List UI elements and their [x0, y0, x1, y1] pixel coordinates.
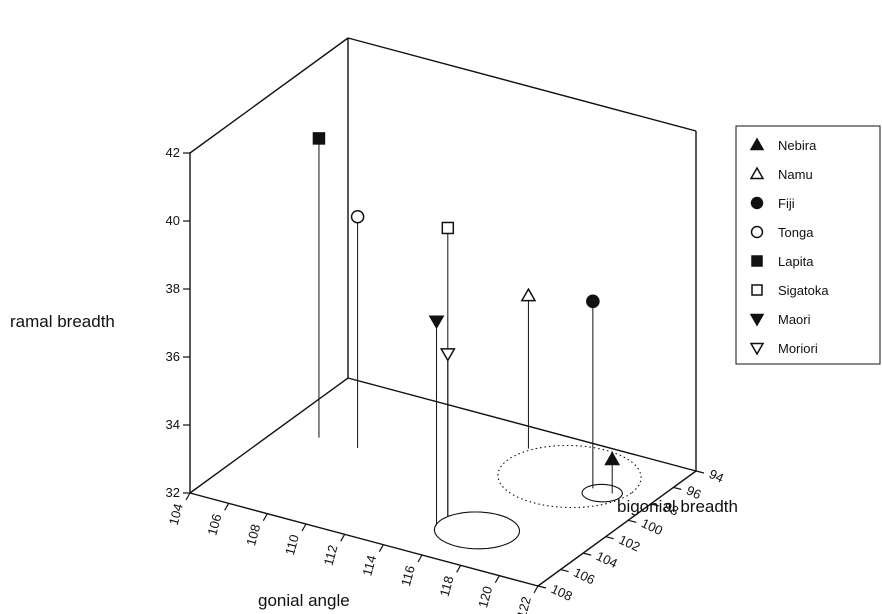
x-tick-mark [224, 503, 230, 511]
x-tick-label: 104 [166, 502, 186, 527]
point-namu [520, 287, 537, 302]
legend-marker-lapita [751, 255, 763, 267]
legend-label-lapita: Lapita [778, 254, 814, 269]
z-tick-label: 34 [166, 417, 180, 432]
x-tick-label: 114 [359, 554, 379, 578]
x-tick-label: 120 [475, 585, 495, 610]
legend-label-namu: Namu [778, 167, 813, 182]
x-tick-label: 110 [282, 533, 302, 557]
x-tick-label: 118 [437, 574, 457, 598]
floor-back-edge [347, 377, 697, 472]
legend-frame [735, 125, 881, 365]
x-tick-mark [417, 554, 423, 563]
x-tick-mark [494, 575, 500, 583]
x-tick-mark [185, 492, 191, 501]
y-axis-line [537, 470, 697, 587]
y-tick-label: 94 [707, 466, 726, 486]
legend-marker-moriori [749, 342, 765, 356]
x-tick-mark [340, 534, 346, 542]
floor-ellipse-solid [433, 511, 521, 550]
legend-marker-nebira [749, 137, 765, 151]
x-tick-label: 106 [204, 512, 224, 537]
y-tick-label: 98 [662, 499, 681, 519]
point-moriori [439, 348, 456, 362]
y-tick-label: 102 [616, 532, 642, 555]
legend-label-nebira: Nebira [778, 138, 817, 153]
y-tick-mark [628, 519, 637, 523]
y-tick-label: 104 [594, 548, 620, 571]
x-tick-label: 116 [398, 564, 418, 588]
x-tick-mark [378, 544, 384, 552]
point-sigatoka [441, 221, 455, 235]
x-axis-title: gonial angle [258, 591, 350, 610]
legend-label-sigatoka: Sigatoka [778, 283, 829, 298]
y-tick-mark [605, 536, 614, 540]
x-tick-label: 112 [321, 543, 341, 567]
y-tick-label: 108 [549, 581, 575, 604]
legend-label-tonga: Tonga [778, 225, 814, 240]
y-tick-mark [582, 552, 592, 556]
legend-label-moriori: Moriori [778, 341, 818, 356]
y-tick-mark [537, 585, 547, 589]
x-tick-mark [456, 565, 462, 573]
x-tick-label: 108 [243, 523, 263, 548]
point-lapita [312, 132, 326, 145]
legend: Nebira Namu Fiji Tonga Lapita Sigatoka Maori Mo… [735, 125, 881, 365]
drop-lines [318, 138, 613, 526]
y-tick-mark [560, 568, 569, 573]
legend-marker-sigatoka [751, 284, 763, 296]
y-tick-label: 106 [571, 565, 597, 588]
z-tick-label: 36 [166, 349, 180, 364]
legend-label-fiji: Fiji [778, 196, 795, 211]
top-left-edge [189, 37, 349, 154]
z-tick-label: 42 [166, 145, 180, 160]
x-axis-line [189, 492, 539, 587]
point-fiji [586, 294, 600, 309]
legend-marker-fiji [750, 196, 764, 210]
floor-left-edge [189, 377, 349, 494]
floor-ellipse-solid [581, 483, 623, 503]
plot-box [189, 37, 697, 587]
point-tonga [350, 209, 365, 224]
y-tick-mark [695, 470, 705, 474]
z-tick-label: 40 [166, 213, 180, 228]
point-nebira [604, 451, 621, 466]
legend-marker-namu [749, 166, 765, 180]
y-axis-title: bigonial breadth [617, 497, 738, 516]
z-tick-label: 38 [166, 281, 180, 296]
z-axis-title: ramal breadth [10, 312, 115, 331]
floor-ellipse-dotted [497, 444, 642, 509]
x-tick-label: 122 [514, 595, 534, 614]
top-back-edge [347, 37, 697, 132]
y-tick-mark [673, 486, 682, 491]
y-tick-mark [650, 503, 660, 507]
x-tick-mark [262, 513, 268, 521]
x-tick-mark [533, 585, 539, 594]
legend-marker-tonga [750, 225, 764, 239]
data-points [312, 132, 621, 466]
x-tick-mark [301, 523, 307, 532]
z-tick-label: 32 [166, 485, 180, 500]
legend-label-maori: Maori [778, 312, 811, 327]
y-tick-label: 100 [639, 515, 665, 538]
floor-ellipses [433, 444, 642, 550]
point-maori [428, 315, 445, 330]
y-tick-label: 96 [684, 483, 703, 503]
legend-marker-maori [749, 313, 765, 327]
